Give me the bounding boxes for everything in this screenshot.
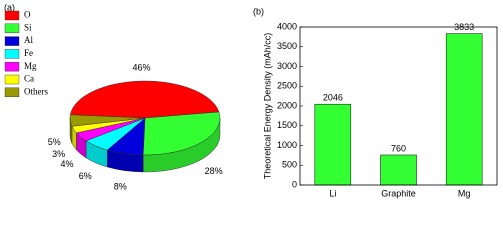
x-tick-label: Graphite — [381, 188, 416, 198]
data-label: 2046 — [323, 93, 343, 103]
y-tick-label: 500 — [282, 160, 297, 170]
legend-label: Others — [24, 86, 48, 96]
legend-label: Fe — [24, 48, 33, 58]
legend-label: Al — [24, 35, 33, 45]
legend-swatch — [4, 10, 20, 21]
y-tick-label: 1500 — [277, 120, 297, 130]
y-tick-label: 3000 — [277, 61, 297, 71]
legend-label: O — [24, 10, 31, 20]
x-tick-label: Mg — [458, 188, 471, 198]
y-tick-label: 1000 — [277, 140, 297, 150]
data-label: 46% — [132, 62, 150, 72]
y-tick-label: 4000 — [277, 21, 297, 31]
panel-label: (a) — [4, 2, 15, 12]
panel-label: (b) — [253, 6, 264, 16]
y-tick-label: 0 — [292, 179, 297, 189]
data-label: 28% — [205, 166, 223, 176]
bar — [380, 154, 417, 186]
data-label: 5% — [48, 137, 61, 147]
y-tick-label: 2000 — [277, 100, 297, 110]
legend-swatch — [4, 87, 20, 98]
y-tick-label: 3500 — [277, 41, 297, 51]
y-axis-label: Theoretical Energy Density (mAh/cc) — [262, 33, 272, 180]
legend-swatch — [4, 49, 20, 59]
data-label: 4% — [60, 159, 73, 169]
bar — [445, 33, 483, 186]
data-label: 6% — [79, 171, 92, 181]
pie-slice — [142, 111, 221, 156]
data-label: 3% — [52, 149, 65, 159]
legend-swatch — [4, 36, 20, 46]
y-tick-label: 2500 — [277, 81, 297, 91]
legend-label: Si — [24, 22, 32, 32]
pie-slice — [69, 114, 146, 127]
x-tick-label: Li — [329, 188, 336, 198]
legend-swatch — [4, 62, 20, 72]
bar — [314, 103, 352, 186]
figure: (a) O Si Al Fe Mg Ca Others 46% 28% 8% 6% 4%3% 5% (b) T… — [4, 2, 498, 198]
legend-label: Ca — [24, 74, 34, 84]
legend-label: Mg — [24, 61, 37, 71]
legend-swatch — [4, 74, 20, 85]
data-label: 760 — [391, 143, 406, 153]
pie-slice — [70, 80, 220, 119]
data-label: 8% — [114, 181, 127, 191]
plot-frame — [299, 26, 498, 186]
legend-swatch — [4, 23, 20, 33]
